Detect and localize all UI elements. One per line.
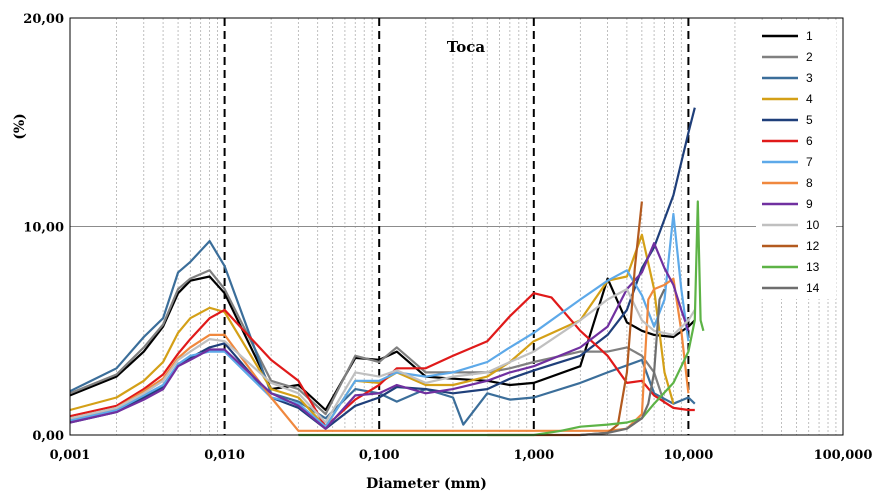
chart-title: Toca: [447, 38, 486, 56]
legend-label-12: 12: [806, 239, 820, 253]
legend-label-13: 13: [806, 260, 820, 274]
legend-label-1: 1: [806, 29, 813, 43]
legend-label-14: 14: [806, 281, 820, 295]
plot-frame: [69, 17, 844, 436]
x-tick-label: 100,000: [814, 448, 873, 463]
series-line-6: [69, 292, 695, 428]
legend-label-7: 7: [806, 155, 813, 169]
series-layer: [69, 107, 705, 437]
legend-background: [756, 22, 836, 299]
legend-label-9: 9: [806, 197, 813, 211]
x-tick-label: 0,001: [50, 448, 91, 463]
legend-label-2: 2: [806, 50, 813, 64]
series-line-9: [69, 242, 690, 430]
legend-label-5: 5: [806, 113, 813, 127]
series-line-8: [69, 277, 690, 432]
x-tick-label: 1,000: [513, 448, 554, 463]
y-axis-title: (%): [12, 113, 28, 140]
series-line-14: [580, 288, 666, 437]
y-tick-label: 0,00: [32, 429, 64, 444]
legend-label-6: 6: [806, 134, 813, 148]
legend-label-8: 8: [806, 176, 813, 190]
legend-label-10: 10: [806, 218, 820, 232]
y-tick-label: 20,00: [23, 12, 64, 27]
legend-label-3: 3: [806, 71, 813, 85]
series-line-1: [69, 275, 696, 412]
series-line-10: [69, 288, 696, 424]
series-line-3: [69, 240, 696, 426]
x-axis-title: Diameter (mm): [366, 476, 487, 492]
x-tick-label: 0,010: [204, 448, 245, 463]
x-tick-label: 0,100: [359, 448, 400, 463]
tick-labels: 0,001 0,010 0,100 1,000 10,000 100,000 0,00 10,…: [23, 12, 872, 463]
legend-label-4: 4: [806, 92, 813, 106]
series-line-2: [69, 269, 666, 416]
y-tick-label: 10,00: [23, 221, 64, 236]
x-tick-label: 10,000: [664, 448, 714, 463]
